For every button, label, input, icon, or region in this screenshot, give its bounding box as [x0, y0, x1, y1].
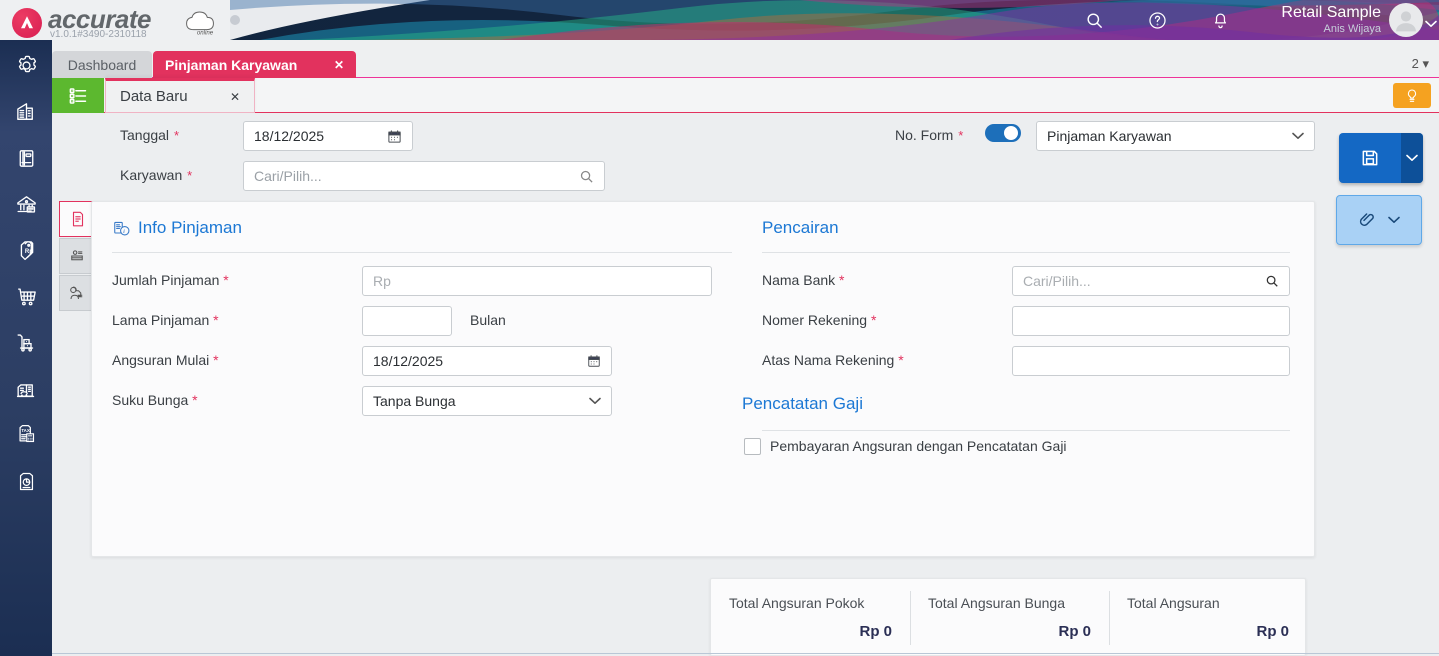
svg-text:TAX: TAX — [21, 427, 30, 432]
svg-text:online: online — [197, 29, 214, 36]
svg-text:Rp: Rp — [24, 248, 32, 254]
